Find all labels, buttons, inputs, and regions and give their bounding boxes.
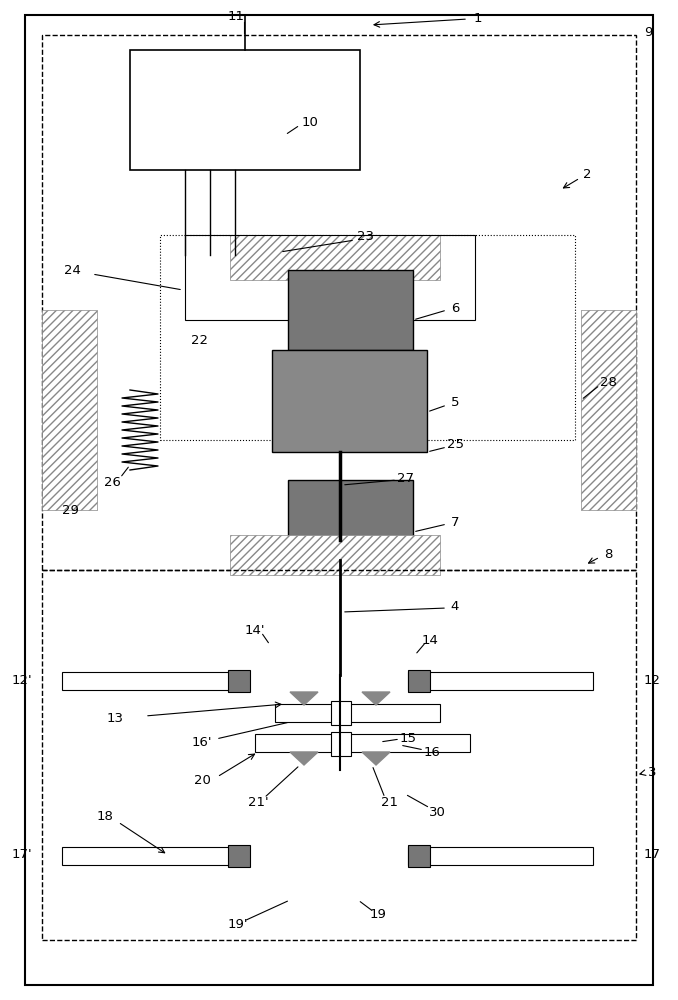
Text: 19': 19' bbox=[228, 918, 248, 932]
Bar bbox=[62, 847, 247, 865]
Bar bbox=[185, 235, 475, 320]
Bar bbox=[62, 672, 247, 690]
Text: 27: 27 bbox=[397, 472, 414, 485]
Text: 5: 5 bbox=[451, 395, 459, 408]
Bar bbox=[275, 704, 440, 722]
Bar bbox=[42, 570, 636, 940]
Bar bbox=[408, 672, 593, 690]
Bar bbox=[272, 350, 427, 452]
Text: 12: 12 bbox=[643, 674, 660, 686]
Polygon shape bbox=[362, 752, 390, 765]
Text: 14': 14' bbox=[245, 624, 265, 637]
Polygon shape bbox=[290, 752, 318, 765]
Text: 12': 12' bbox=[12, 674, 33, 686]
Polygon shape bbox=[290, 692, 318, 705]
Text: 29: 29 bbox=[62, 504, 79, 516]
Text: 23: 23 bbox=[357, 231, 374, 243]
Text: 18: 18 bbox=[96, 810, 113, 824]
Text: 17': 17' bbox=[12, 848, 33, 861]
Text: 24: 24 bbox=[64, 263, 81, 276]
Text: 3: 3 bbox=[647, 766, 656, 778]
Text: 17: 17 bbox=[643, 848, 660, 861]
Text: 28: 28 bbox=[599, 375, 616, 388]
Text: 21': 21' bbox=[247, 796, 268, 808]
Bar bbox=[228, 845, 250, 867]
Text: 1: 1 bbox=[474, 11, 482, 24]
Text: 30: 30 bbox=[428, 806, 445, 818]
Bar bbox=[42, 35, 636, 570]
Text: 20: 20 bbox=[193, 774, 210, 786]
Text: 15: 15 bbox=[399, 732, 416, 744]
Text: 14: 14 bbox=[422, 634, 439, 647]
Bar bbox=[408, 670, 430, 692]
Polygon shape bbox=[362, 692, 390, 705]
Text: 25: 25 bbox=[447, 438, 464, 452]
Bar bbox=[230, 535, 440, 575]
Text: 13: 13 bbox=[106, 712, 123, 724]
Text: 8: 8 bbox=[604, 548, 612, 562]
Bar bbox=[331, 732, 351, 756]
Text: 7: 7 bbox=[451, 516, 459, 528]
Bar bbox=[160, 235, 575, 440]
Text: 22: 22 bbox=[191, 334, 209, 347]
Bar bbox=[228, 670, 250, 692]
Text: 11: 11 bbox=[228, 10, 245, 23]
Text: 4: 4 bbox=[451, 600, 459, 613]
Bar bbox=[255, 734, 470, 752]
Text: 21: 21 bbox=[382, 796, 399, 808]
Bar bbox=[331, 701, 351, 725]
Text: 9: 9 bbox=[644, 25, 652, 38]
Bar bbox=[230, 235, 440, 280]
Bar bbox=[288, 480, 413, 560]
Text: 6: 6 bbox=[451, 302, 459, 314]
Text: 19: 19 bbox=[370, 908, 386, 922]
Bar bbox=[130, 50, 360, 170]
Text: 26: 26 bbox=[104, 476, 121, 488]
Bar bbox=[581, 310, 636, 510]
Bar bbox=[288, 270, 413, 350]
Bar bbox=[42, 310, 97, 510]
Text: 16': 16' bbox=[192, 736, 212, 748]
Text: 10: 10 bbox=[302, 115, 319, 128]
Text: 16: 16 bbox=[424, 746, 441, 758]
Text: 2: 2 bbox=[583, 168, 591, 182]
Bar bbox=[408, 847, 593, 865]
Bar bbox=[408, 845, 430, 867]
